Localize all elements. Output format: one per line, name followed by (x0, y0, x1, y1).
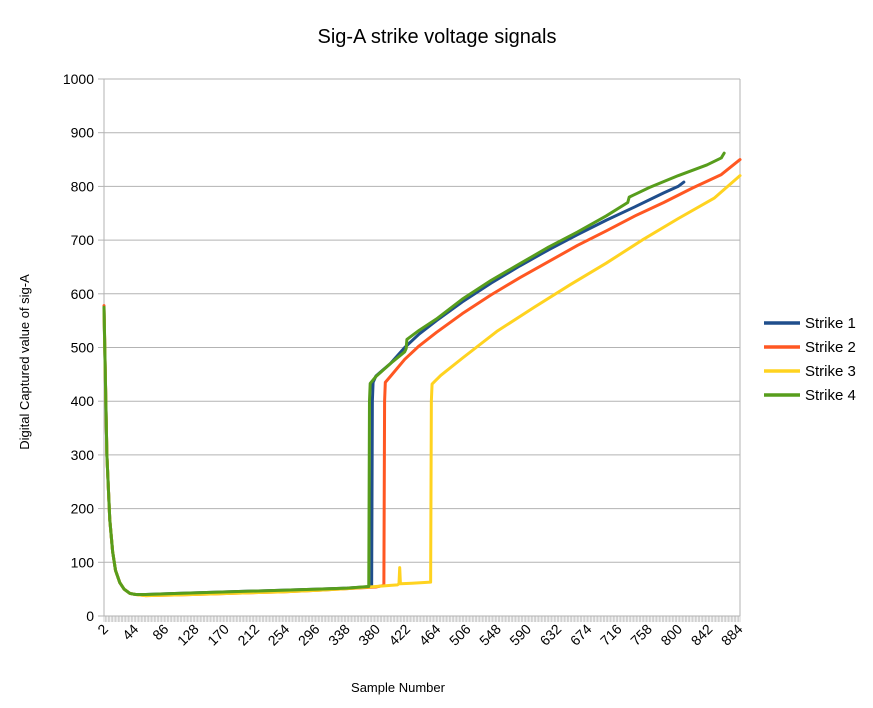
y-tick-label: 100 (71, 554, 95, 570)
y-tick-label: 600 (71, 286, 95, 302)
y-axis-title: Digital Captured value of sig-A (17, 274, 32, 450)
y-tick-label: 500 (71, 340, 95, 356)
y-axis-ticks: 0 100 200 300 400 500 600 700 800 900 1000 (63, 71, 104, 624)
legend-label-strike-2: Strike 2 (805, 339, 856, 356)
y-tick-label: 800 (71, 178, 95, 194)
y-tick-label: 300 (71, 447, 95, 463)
gridlines (104, 78, 740, 617)
y-tick-label: 400 (71, 393, 95, 409)
chart-title: Sig-A strike voltage signals (317, 26, 556, 48)
x-minor-tick-marks (103, 616, 741, 622)
y-tick-label: 900 (71, 125, 95, 141)
y-tick-label: 1000 (63, 71, 94, 87)
series-line-strike-4 (102, 151, 726, 597)
legend: Strike 1 Strike 2 Strike 3 Strike 4 (764, 315, 856, 404)
series-group (102, 151, 742, 598)
y-tick-label: 700 (71, 232, 95, 248)
legend-label-strike-4: Strike 4 (805, 387, 856, 404)
legend-label-strike-1: Strike 1 (805, 315, 856, 332)
x-axis-title: Sample Number (351, 680, 446, 695)
y-tick-label: 200 (71, 501, 95, 517)
legend-label-strike-3: Strike 3 (805, 363, 856, 380)
y-tick-label: 0 (86, 608, 94, 624)
